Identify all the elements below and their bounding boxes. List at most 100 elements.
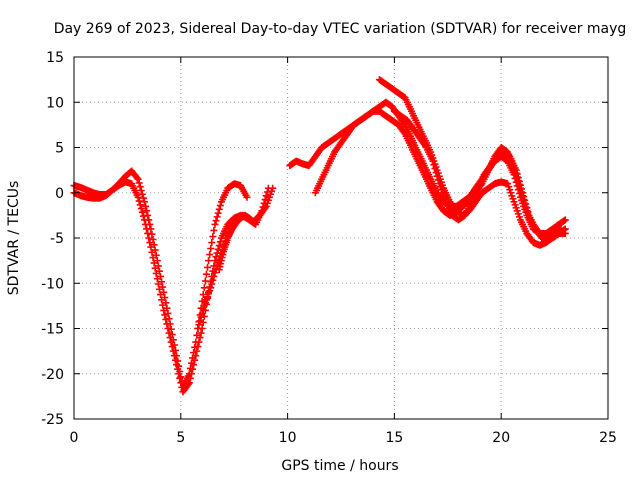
data-point xyxy=(205,257,213,265)
y-tick-label: 0 xyxy=(55,186,64,202)
data-point xyxy=(195,338,203,346)
data-point xyxy=(171,356,179,364)
data-point xyxy=(148,248,156,256)
data-point xyxy=(208,239,216,247)
y-tick-label: -20 xyxy=(41,367,64,383)
data-point xyxy=(522,200,530,208)
data-point xyxy=(150,259,158,267)
data-point xyxy=(520,193,528,201)
x-tick-label: 20 xyxy=(492,430,510,446)
data-point xyxy=(214,209,222,217)
data-point xyxy=(262,192,270,200)
data-point xyxy=(561,216,569,224)
data-point xyxy=(145,234,153,242)
data-point xyxy=(187,370,195,378)
data-point xyxy=(524,208,532,216)
data-point xyxy=(211,220,219,228)
data-point xyxy=(155,285,163,293)
data-point xyxy=(193,347,201,355)
data-point xyxy=(160,306,168,314)
data-point xyxy=(174,365,182,373)
data-point xyxy=(176,374,184,382)
data-point xyxy=(212,217,220,225)
x-tick-label: 0 xyxy=(70,430,79,446)
y-tick-label: -15 xyxy=(41,322,64,338)
data-point xyxy=(161,311,169,319)
chart-title: Day 269 of 2023, Sidereal Day-to-day VTE… xyxy=(54,21,627,37)
data-point xyxy=(143,207,151,215)
data-point xyxy=(521,196,529,204)
data-point xyxy=(432,168,440,176)
x-tick-label: 15 xyxy=(385,430,403,446)
x-tick-label: 25 xyxy=(599,430,617,446)
series-track-c xyxy=(194,184,272,332)
data-point xyxy=(144,229,152,237)
data-point xyxy=(513,170,521,178)
data-point xyxy=(194,325,202,332)
data-point xyxy=(261,204,269,212)
data-point xyxy=(216,202,224,210)
data-point xyxy=(152,269,160,277)
data-point xyxy=(207,284,215,292)
data-point xyxy=(196,317,204,325)
data-point xyxy=(140,216,148,224)
data-point xyxy=(209,232,217,240)
data-point xyxy=(197,313,205,321)
series-track-g xyxy=(375,76,569,249)
data-point xyxy=(429,157,437,165)
data-point xyxy=(195,321,203,329)
data-point xyxy=(199,318,207,326)
data-point xyxy=(198,297,206,305)
y-axis-label: SDTVAR / TECUs xyxy=(6,181,22,296)
data-point xyxy=(159,301,167,309)
data-point xyxy=(516,181,524,189)
data-point xyxy=(142,202,150,210)
data-points xyxy=(70,76,569,396)
data-point xyxy=(515,177,523,185)
data-point xyxy=(162,315,170,323)
data-point xyxy=(153,275,161,283)
data-point xyxy=(137,186,145,194)
data-point xyxy=(211,257,219,265)
data-point xyxy=(211,269,219,277)
series-track-d xyxy=(215,184,277,274)
data-point xyxy=(166,334,174,342)
data-point xyxy=(433,172,441,180)
data-point xyxy=(143,225,151,233)
data-point xyxy=(138,208,146,216)
data-point xyxy=(157,291,165,299)
data-point xyxy=(557,225,565,233)
grid xyxy=(74,57,608,419)
data-point xyxy=(133,174,141,182)
data-point xyxy=(175,370,183,378)
data-point xyxy=(204,263,211,271)
data-point xyxy=(170,352,178,360)
data-point xyxy=(186,374,194,382)
data-point xyxy=(165,329,173,337)
data-point xyxy=(158,296,166,304)
data-point xyxy=(134,193,142,201)
data-point xyxy=(519,189,527,197)
y-tick-label: 5 xyxy=(55,141,64,157)
data-point xyxy=(177,379,185,387)
data-point xyxy=(185,379,193,387)
data-point xyxy=(215,205,223,213)
data-point xyxy=(196,334,204,342)
data-point xyxy=(135,179,143,187)
data-point xyxy=(189,365,197,373)
series-track-h xyxy=(390,107,565,242)
data-point xyxy=(163,320,171,328)
data-point xyxy=(208,280,216,288)
data-point xyxy=(134,175,142,183)
data-point xyxy=(512,166,520,174)
x-axis-label: GPS time / hours xyxy=(281,458,398,474)
axes: 0 5 10 15 20 25 -25 -20 -15 -10 -5 0 5 10 15 xyxy=(41,50,617,446)
x-tick-label: 10 xyxy=(279,430,297,446)
data-point xyxy=(430,161,438,169)
y-tick-label: -5 xyxy=(50,231,64,247)
data-point xyxy=(514,174,522,182)
data-point xyxy=(169,347,177,355)
data-point xyxy=(191,356,199,364)
y-tick-label: -10 xyxy=(41,276,64,292)
